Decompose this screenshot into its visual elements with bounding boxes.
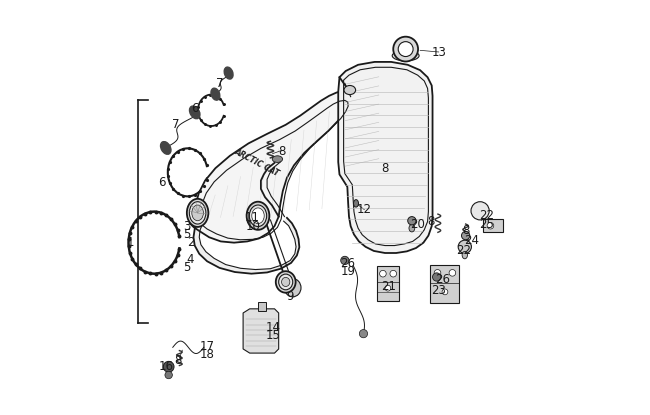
Text: 8: 8 xyxy=(382,162,389,175)
Text: 19: 19 xyxy=(340,265,356,278)
Text: 24: 24 xyxy=(464,234,479,247)
Polygon shape xyxy=(243,309,279,353)
Circle shape xyxy=(380,270,386,277)
Circle shape xyxy=(458,240,471,254)
Text: 18: 18 xyxy=(200,348,214,361)
Text: 6: 6 xyxy=(191,102,198,115)
Ellipse shape xyxy=(252,208,264,224)
Text: 26: 26 xyxy=(340,257,356,270)
Ellipse shape xyxy=(189,202,206,224)
Text: 5: 5 xyxy=(183,228,190,241)
Text: ARCTIC CAT: ARCTIC CAT xyxy=(233,146,281,178)
Text: 7: 7 xyxy=(172,118,180,131)
Text: 7: 7 xyxy=(216,77,224,90)
Ellipse shape xyxy=(272,156,283,162)
Circle shape xyxy=(163,361,174,372)
Text: 4: 4 xyxy=(187,253,194,266)
Circle shape xyxy=(487,222,494,229)
Text: 2: 2 xyxy=(187,236,194,249)
Circle shape xyxy=(398,42,413,56)
Ellipse shape xyxy=(392,51,419,61)
Ellipse shape xyxy=(281,277,290,286)
Circle shape xyxy=(359,330,368,338)
Text: 5: 5 xyxy=(183,261,190,274)
Text: 6: 6 xyxy=(158,176,165,189)
Text: 3: 3 xyxy=(183,220,190,233)
Circle shape xyxy=(385,285,391,291)
Ellipse shape xyxy=(279,274,293,290)
Text: 8: 8 xyxy=(174,354,182,367)
Circle shape xyxy=(165,371,172,379)
Circle shape xyxy=(341,256,349,265)
Polygon shape xyxy=(190,91,352,243)
Text: 16: 16 xyxy=(158,360,174,373)
Polygon shape xyxy=(430,266,460,303)
Text: 26: 26 xyxy=(436,273,450,286)
Text: 22: 22 xyxy=(479,209,494,222)
Polygon shape xyxy=(483,219,503,232)
Ellipse shape xyxy=(190,106,200,119)
Ellipse shape xyxy=(344,85,356,95)
Polygon shape xyxy=(258,302,266,311)
Circle shape xyxy=(390,270,396,277)
Ellipse shape xyxy=(211,88,220,100)
Text: 22: 22 xyxy=(456,244,471,257)
Circle shape xyxy=(408,217,416,225)
Text: 8: 8 xyxy=(427,215,434,229)
Polygon shape xyxy=(194,218,300,273)
Text: 17: 17 xyxy=(200,339,214,353)
Text: 23: 23 xyxy=(432,284,446,297)
Text: 9: 9 xyxy=(286,290,294,303)
Ellipse shape xyxy=(161,142,171,154)
Circle shape xyxy=(449,269,456,276)
Text: 8: 8 xyxy=(278,145,285,158)
Text: 11: 11 xyxy=(245,211,260,225)
Text: 12: 12 xyxy=(357,203,372,216)
Circle shape xyxy=(471,202,489,220)
Circle shape xyxy=(442,289,448,295)
Ellipse shape xyxy=(246,202,269,230)
Ellipse shape xyxy=(462,251,467,259)
Ellipse shape xyxy=(187,199,209,227)
Text: 14: 14 xyxy=(266,321,281,334)
Ellipse shape xyxy=(250,205,266,227)
Ellipse shape xyxy=(224,67,233,79)
Ellipse shape xyxy=(276,271,296,293)
Ellipse shape xyxy=(285,278,301,297)
Text: 13: 13 xyxy=(432,46,446,59)
Text: 21: 21 xyxy=(382,280,396,293)
Text: 10: 10 xyxy=(245,220,260,233)
Circle shape xyxy=(462,232,470,240)
Text: 15: 15 xyxy=(266,329,281,342)
Text: 1: 1 xyxy=(127,236,135,249)
Circle shape xyxy=(393,37,418,61)
Circle shape xyxy=(432,273,441,281)
Text: 25: 25 xyxy=(479,217,494,231)
Polygon shape xyxy=(338,62,432,253)
Ellipse shape xyxy=(354,200,359,207)
Text: 8: 8 xyxy=(462,224,469,237)
Ellipse shape xyxy=(192,205,203,221)
Circle shape xyxy=(434,269,441,276)
Ellipse shape xyxy=(409,225,415,232)
Polygon shape xyxy=(377,266,400,300)
Text: 20: 20 xyxy=(411,217,426,231)
